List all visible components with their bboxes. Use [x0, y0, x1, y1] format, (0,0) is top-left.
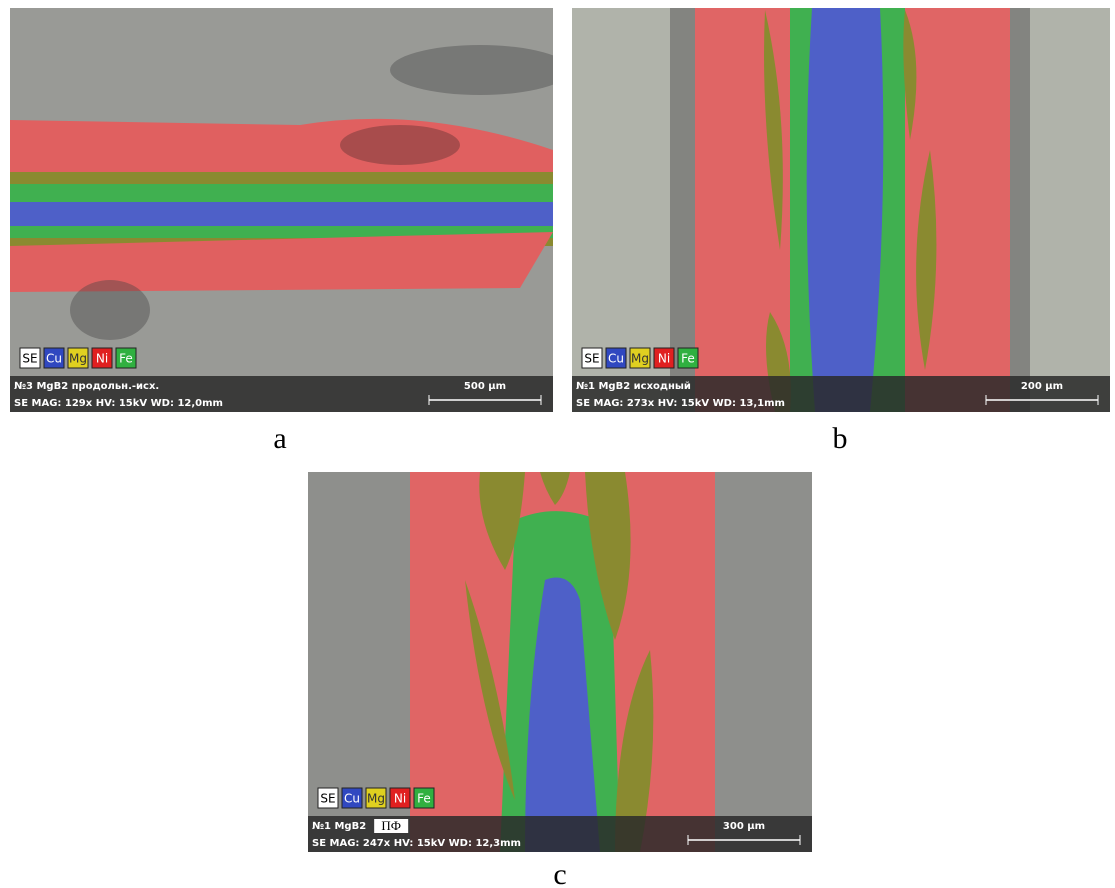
legend-swatch	[19, 347, 41, 369]
info-line: SE MAG: 129x HV: 15kV WD: 12,0mm	[14, 398, 223, 409]
legend-label: Mg	[631, 352, 649, 366]
legend-label: SE	[22, 352, 37, 366]
legend-swatch	[341, 787, 363, 809]
legend-swatch	[317, 787, 339, 809]
info-tag-box	[374, 819, 409, 833]
legend-swatch	[67, 347, 89, 369]
legend-label: SE	[320, 792, 335, 806]
micrograph-a	[10, 8, 553, 412]
legend-swatch	[389, 787, 411, 809]
legend-label: Mg	[367, 792, 385, 806]
legend-swatch	[91, 347, 113, 369]
legend-swatch	[413, 787, 435, 809]
panel-label: a	[273, 422, 286, 455]
info-line: SE MAG: 273x HV: 15kV WD: 13,1mm	[576, 398, 785, 409]
panel-label: c	[553, 858, 566, 888]
info-line: №3 MgB2 продольн.-исх.	[14, 381, 159, 392]
legend-swatch	[365, 787, 387, 809]
legend-label: Cu	[344, 792, 360, 806]
legend-label: Fe	[681, 352, 695, 366]
info-line: №1 MgB2	[312, 821, 366, 832]
info-bar	[572, 376, 1110, 412]
legend-label: SE	[584, 352, 599, 366]
legend-label: Ni	[96, 352, 108, 366]
micrograph-c	[308, 472, 812, 852]
scale-bar-label: 300 μm	[723, 821, 765, 832]
legend-swatch	[653, 347, 675, 369]
info-tag: ПФ	[381, 818, 401, 833]
scale-bar-label: 500 μm	[464, 381, 506, 392]
legend-label: Fe	[417, 792, 431, 806]
legend-label: Ni	[658, 352, 670, 366]
legend-swatch	[115, 347, 137, 369]
legend-label: Cu	[46, 352, 62, 366]
legend-label: Mg	[69, 352, 87, 366]
info-bar	[10, 376, 553, 412]
scale-bar-label: 200 μm	[1021, 381, 1063, 392]
legend-swatch	[43, 347, 65, 369]
legend-swatch	[581, 347, 603, 369]
legend-label: Fe	[119, 352, 133, 366]
legend-swatch	[677, 347, 699, 369]
legend-swatch	[605, 347, 627, 369]
micrograph-b	[572, 8, 1110, 412]
legend-label: Cu	[608, 352, 624, 366]
info-line: №1 MgB2 исходный	[576, 381, 691, 392]
info-line: SE MAG: 247x HV: 15kV WD: 12,3mm	[312, 838, 521, 849]
legend-swatch	[629, 347, 651, 369]
legend-label: Ni	[394, 792, 406, 806]
panel-label: b	[833, 422, 848, 455]
